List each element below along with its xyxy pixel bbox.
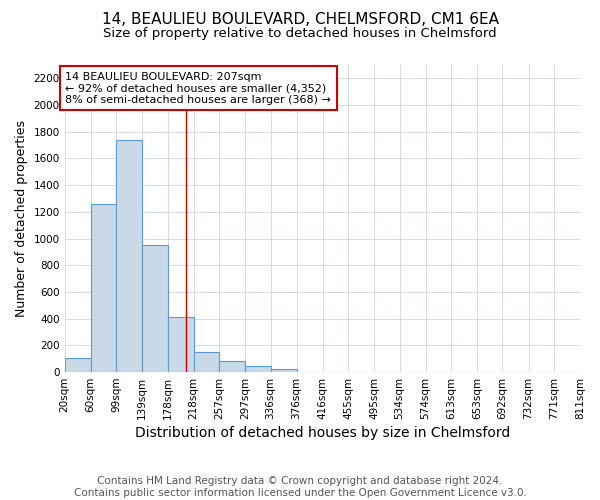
Text: 14, BEAULIEU BOULEVARD, CHELMSFORD, CM1 6EA: 14, BEAULIEU BOULEVARD, CHELMSFORD, CM1 … (101, 12, 499, 28)
Bar (245, 366, 271, 372)
Bar (271, 368, 296, 372)
Text: Size of property relative to detached houses in Chelmsford: Size of property relative to detached ho… (103, 28, 497, 40)
Y-axis label: Number of detached properties: Number of detached properties (15, 120, 28, 317)
Bar (194, 352, 219, 372)
Text: Contains HM Land Registry data © Crown copyright and database right 2024.
Contai: Contains HM Land Registry data © Crown c… (74, 476, 526, 498)
Bar (167, 316, 194, 372)
Bar (65, 358, 91, 372)
Bar (91, 204, 116, 372)
Bar (219, 362, 245, 372)
Bar (116, 140, 142, 372)
Text: 14 BEAULIEU BOULEVARD: 207sqm
← 92% of detached houses are smaller (4,352)
8% of: 14 BEAULIEU BOULEVARD: 207sqm ← 92% of d… (65, 72, 331, 105)
X-axis label: Distribution of detached houses by size in Chelmsford: Distribution of detached houses by size … (135, 426, 510, 440)
Bar (142, 245, 167, 372)
